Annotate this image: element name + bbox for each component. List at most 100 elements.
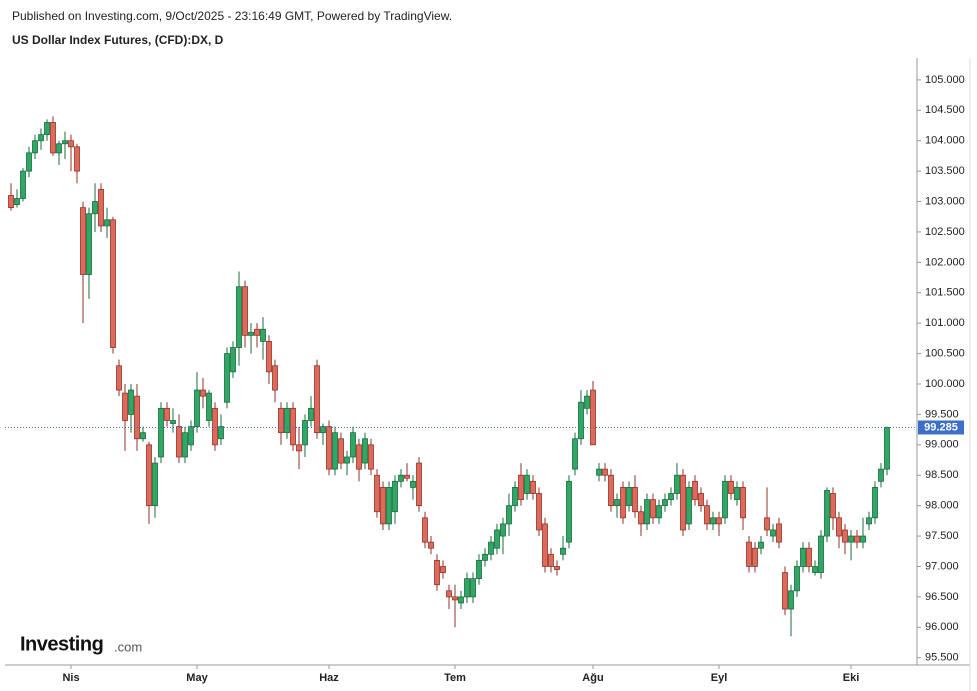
candle-body	[188, 426, 194, 446]
y-tick-label: 103.000	[925, 195, 965, 207]
candle-body	[62, 140, 68, 145]
candle-body	[710, 517, 716, 525]
candle-body	[104, 219, 110, 227]
y-tick-label: 105.000	[925, 74, 965, 86]
candle-body	[338, 438, 344, 464]
candle-body	[416, 462, 422, 507]
candle-body	[800, 547, 806, 567]
candle-body	[836, 517, 842, 537]
candle-body	[440, 566, 446, 573]
candle-body	[680, 474, 686, 531]
candle-body	[584, 395, 590, 409]
candle-body	[344, 456, 350, 464]
candle-body	[524, 474, 530, 494]
candle-body	[770, 529, 776, 537]
candle-body	[830, 493, 836, 519]
candle-body	[374, 474, 380, 513]
candle-body	[38, 134, 44, 142]
candle-body	[488, 541, 494, 555]
candle-body	[398, 474, 404, 482]
candle-body	[98, 188, 104, 227]
candle-body	[686, 487, 692, 525]
candle-body	[50, 122, 56, 154]
y-tick-label: 100.000	[925, 378, 965, 390]
candle-body	[812, 566, 818, 573]
last-price-label: 99.285	[924, 421, 958, 433]
candle-body	[296, 444, 302, 452]
candle-body	[140, 432, 146, 440]
candle-body	[452, 596, 458, 601]
y-tick-label: 102.000	[925, 256, 965, 268]
candle-body	[410, 480, 416, 488]
x-tick-label: Ağu	[582, 672, 603, 684]
candle-body	[746, 541, 752, 567]
y-tick-label: 103.500	[925, 165, 965, 177]
candle-body	[752, 547, 758, 567]
x-tick-label: Tem	[444, 672, 466, 684]
candle-body	[626, 487, 632, 507]
y-tick-label: 104.000	[925, 135, 965, 147]
candle-body	[704, 505, 710, 525]
candle-body	[542, 523, 548, 567]
candle-body	[848, 535, 854, 543]
candle-body	[644, 499, 650, 525]
candle-body	[518, 474, 524, 500]
x-tick-label: Haz	[319, 672, 339, 684]
candle-body	[620, 487, 626, 519]
y-tick-label: 101.000	[925, 317, 965, 329]
candle-body	[164, 407, 170, 421]
candle-body	[92, 201, 98, 215]
logo-name: Investing	[20, 633, 103, 655]
chart-title: US Dollar Index Futures, (CFD):DX, D	[12, 33, 224, 47]
candle-body	[560, 547, 566, 555]
candle-body	[500, 523, 506, 537]
candle-body	[764, 517, 770, 531]
y-tick-label: 97.000	[925, 560, 959, 572]
last-price-box	[918, 420, 964, 435]
candle-body	[860, 535, 866, 543]
candle-body	[224, 353, 230, 403]
candle-body	[350, 432, 356, 458]
candle-body	[668, 493, 674, 500]
candle-body	[236, 286, 242, 348]
candle-body	[818, 535, 824, 573]
candle-body	[284, 407, 290, 434]
candle-body	[776, 523, 782, 543]
x-tick-label: Eyl	[711, 672, 728, 684]
candle-body	[290, 407, 296, 446]
y-tick-label: 99.500	[925, 408, 959, 420]
candle-body	[578, 401, 584, 440]
candle-body	[758, 541, 764, 549]
candle-body	[326, 426, 332, 470]
candle-body	[632, 487, 638, 513]
logo-suffix: .com	[114, 639, 142, 654]
y-tick-label: 104.500	[925, 104, 965, 116]
candle-body	[608, 474, 614, 507]
candle-body	[554, 566, 560, 570]
candle-body	[740, 487, 746, 519]
candle-body	[86, 213, 92, 275]
candle-body	[8, 195, 14, 209]
y-tick-label: 96.000	[925, 621, 959, 633]
candle-body	[722, 480, 728, 519]
candle-body	[218, 426, 224, 440]
candle-body	[698, 493, 704, 507]
candle-body	[356, 444, 362, 470]
candle-body	[44, 122, 50, 136]
candle-body	[422, 517, 428, 543]
candle-body	[260, 328, 266, 342]
candle-body	[806, 547, 812, 567]
candle-body	[110, 219, 116, 348]
candle-body	[248, 331, 254, 336]
candle-body	[320, 426, 326, 434]
candle-body	[68, 140, 74, 148]
candle-body	[176, 426, 182, 458]
candle-body	[692, 480, 698, 500]
candle-body	[506, 505, 512, 525]
y-tick-label: 101.500	[925, 287, 965, 299]
candle-body	[200, 389, 206, 397]
candle-body	[182, 432, 188, 458]
candle-body	[194, 389, 200, 427]
y-tick-label: 99.000	[925, 439, 959, 451]
